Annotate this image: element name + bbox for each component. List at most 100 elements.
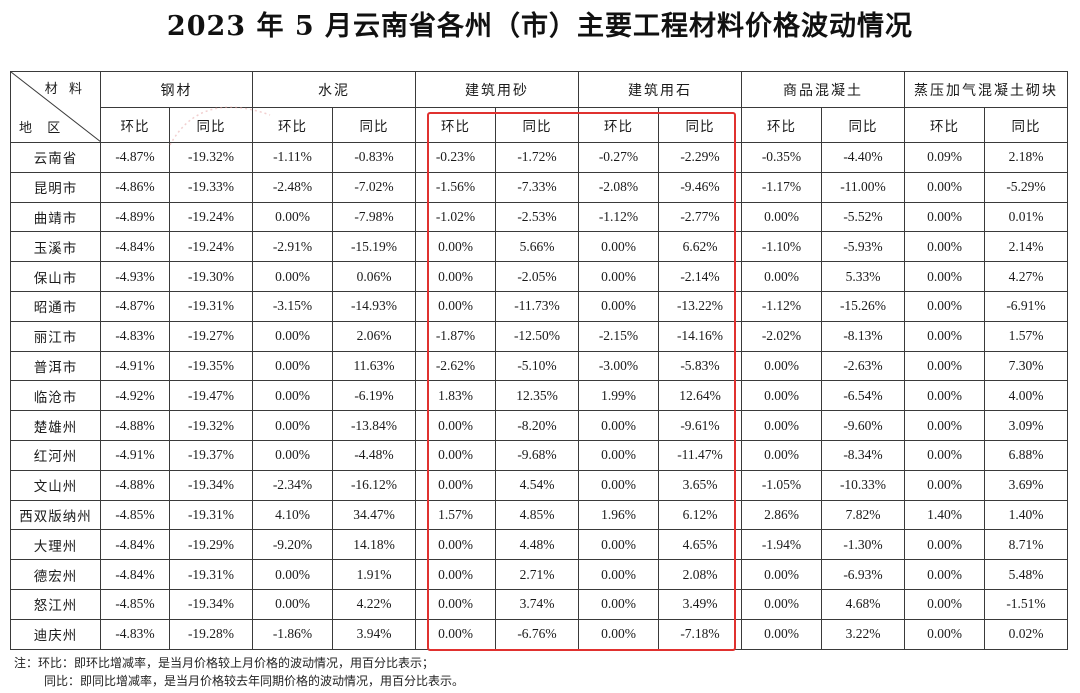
value-cell: 0.00% [415,529,496,561]
value-cell: -6.76% [495,618,579,650]
value-cell: -4.84% [100,529,170,561]
table-row: 云南省 -4.87% -19.32% -1.11% -0.83% -0.23% -1.72%… [10,142,1068,173]
subheader-mom: 环比 [415,107,496,143]
value-cell: 0.00% [415,618,496,650]
value-cell: -10.33% [821,469,905,501]
value-cell: 5.33% [821,261,905,292]
value-cell: -4.88% [100,410,170,441]
value-cell: 3.94% [332,618,416,650]
value-cell: -19.28% [169,618,253,650]
value-cell: -9.68% [495,439,579,471]
table-row: 怒江州 -4.85% -19.34% 0.00% 4.22% 0.00% 3.74% 0.00… [10,588,1068,620]
value-cell: -1.11% [252,142,333,173]
table-row: 昆明市 -4.86% -19.33% -2.48% -7.02% -1.56% -7.33%… [10,171,1068,203]
header-row-sub: 环比 同比 环比 同比 环比 同比 环比 同比 环比 同比 环比 同比 [11,107,1068,143]
value-cell: 7.82% [821,499,905,531]
region-cell: 曲靖市 [10,201,101,233]
value-cell: -5.29% [984,171,1068,203]
value-cell: 4.85% [495,499,579,531]
value-cell: 0.00% [415,588,496,620]
value-cell: -1.86% [252,618,333,650]
value-cell: 0.02% [984,618,1068,650]
value-cell: 1.83% [415,380,496,412]
value-cell: 0.00% [904,559,985,590]
region-cell: 楚雄州 [10,410,101,441]
value-cell: -1.05% [741,469,822,501]
region-cell: 保山市 [10,261,101,292]
region-cell: 普洱市 [10,350,101,382]
value-cell: -19.30% [169,261,253,292]
table-row: 德宏州 -4.84% -19.31% 0.00% 1.91% 0.00% 2.71% 0.00… [10,559,1068,590]
value-cell: 4.48% [495,529,579,561]
table-row: 文山州 -4.88% -19.34% -2.34% -16.12% 0.00% 4.54% 0… [10,469,1068,501]
subheader-mom: 环比 [252,107,333,143]
value-cell: 0.00% [904,171,985,203]
value-cell: -19.34% [169,469,253,501]
material-header-concrete: 商品混凝土 [741,71,905,108]
value-cell: -3.15% [252,290,333,322]
value-cell: -5.52% [821,201,905,233]
region-cell: 临沧市 [10,380,101,412]
table-row: 普洱市 -4.91% -19.35% 0.00% 11.63% -2.62% -5.10% -… [10,350,1068,382]
value-cell: -1.51% [984,588,1068,620]
value-cell: -14.93% [332,290,416,322]
value-cell: -4.85% [100,499,170,531]
value-cell: 0.00% [252,320,333,352]
value-cell: -19.34% [169,588,253,620]
value-cell: 0.00% [578,529,659,561]
material-header-aac-block: 蒸压加气混凝土砌块 [904,71,1068,108]
value-cell: -7.18% [658,618,742,650]
value-cell: 4.27% [984,261,1068,292]
value-cell: -2.63% [821,350,905,382]
value-cell: -19.32% [169,410,253,441]
material-header-cement: 水泥 [252,71,416,108]
value-cell: -1.12% [578,201,659,233]
value-cell: -4.85% [100,588,170,620]
value-cell: 2.86% [741,499,822,531]
subheader-yoy: 同比 [984,107,1068,143]
value-cell: -0.83% [332,142,416,173]
value-cell: 0.00% [415,469,496,501]
value-cell: -4.83% [100,618,170,650]
value-cell: -2.53% [495,201,579,233]
value-cell: 3.65% [658,469,742,501]
page-title: 2023 年 5 月云南省各州（市）主要工程材料价格波动情况 [166,11,914,42]
value-cell: 0.00% [904,261,985,292]
header-row-materials: 材 料 地 区 钢材 水泥 建筑用砂 建筑用石 商品混凝土 蒸压加气混凝土砌块 [10,71,1068,143]
value-cell: -2.02% [741,320,822,352]
value-cell: -7.02% [332,171,416,203]
table-row: 保山市 -4.93% -19.30% 0.00% 0.06% 0.00% -2.05% 0.0… [10,261,1068,292]
value-cell: 1.57% [984,320,1068,352]
value-cell: 0.00% [578,261,659,292]
value-cell: 0.00% [415,410,496,441]
value-cell: 0.00% [904,529,985,561]
material-header-steel: 钢材 [100,71,253,108]
region-cell: 迪庆州 [10,618,101,650]
table-row: 昭通市 -4.87% -19.31% -3.15% -14.93% 0.00% -11.73… [10,290,1068,322]
value-cell: 0.00% [741,618,822,650]
diagonal-line [11,72,100,142]
value-cell: -5.93% [821,231,905,263]
subheader-mom: 环比 [741,107,822,143]
value-cell: 0.00% [578,559,659,590]
value-cell: -4.93% [100,261,170,292]
value-cell: 3.09% [984,410,1068,441]
value-cell: 0.00% [741,350,822,382]
value-cell: 0.00% [252,261,333,292]
value-cell: -0.27% [578,142,659,173]
value-cell: 0.00% [578,469,659,501]
value-cell: 0.00% [904,350,985,382]
value-cell: -19.29% [169,529,253,561]
value-cell: -1.30% [821,529,905,561]
value-cell: 0.01% [984,201,1068,233]
value-cell: 0.00% [578,290,659,322]
subheader-yoy: 同比 [169,107,253,143]
value-cell: -19.33% [169,171,253,203]
subheader-mom: 环比 [578,107,659,143]
subheader-mom: 环比 [904,107,985,143]
value-cell: 0.00% [578,410,659,441]
value-cell: -5.83% [658,350,742,382]
table-row: 玉溪市 -4.84% -19.24% -2.91% -15.19% 0.00% 5.66% 0… [10,231,1068,263]
value-cell: 0.00% [578,439,659,471]
table-row: 迪庆州 -4.83% -19.28% -1.86% 3.94% 0.00% -6.76% 0.… [10,618,1068,650]
